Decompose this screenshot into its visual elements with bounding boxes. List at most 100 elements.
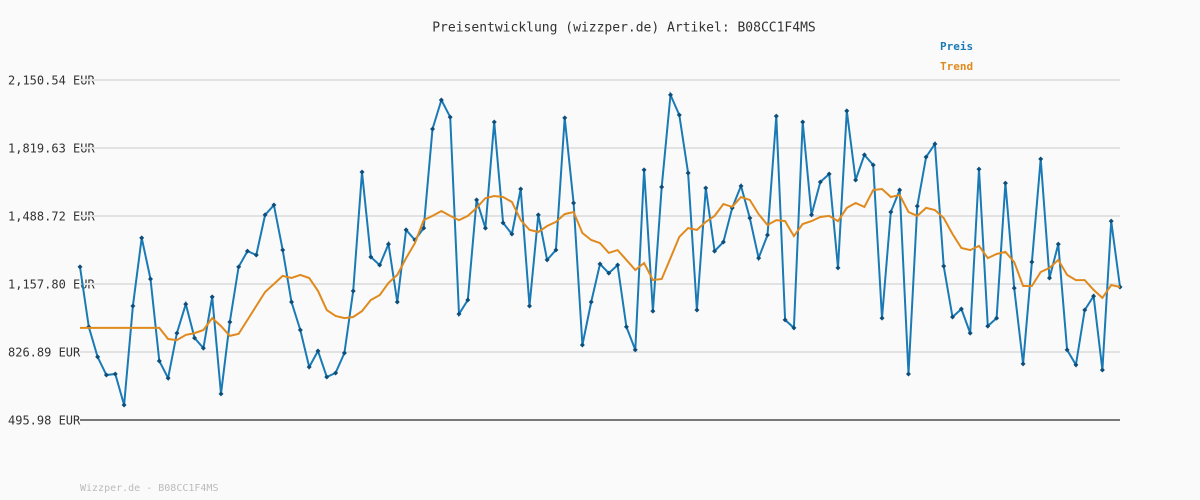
data-point: [474, 197, 480, 203]
data-point: [676, 112, 682, 118]
data-point: [1038, 156, 1044, 162]
data-point: [156, 358, 162, 364]
data-point: [324, 374, 330, 380]
footer: Wizzper.de - B08CC1F4MS: [80, 483, 218, 494]
data-point: [773, 113, 779, 119]
data-point: [844, 108, 850, 114]
data-point: [826, 171, 832, 177]
data-point: [835, 265, 841, 271]
data-point: [967, 330, 973, 336]
data-point: [694, 307, 700, 313]
data-point: [623, 324, 629, 330]
data-point: [289, 299, 295, 305]
series-line: [80, 187, 1121, 342]
data-point: [800, 119, 806, 125]
data-point: [897, 187, 903, 193]
data-point: [1073, 362, 1079, 368]
data-point: [1099, 367, 1105, 373]
data-point: [244, 248, 250, 254]
data-point: [1046, 275, 1052, 281]
data-point: [923, 154, 929, 160]
data-point: [262, 212, 268, 218]
data-point: [482, 225, 488, 231]
data-point: [121, 402, 127, 408]
data-point: [403, 227, 409, 233]
data-point: [1002, 180, 1008, 186]
data-point: [209, 294, 215, 300]
data-point: [95, 354, 101, 360]
data-point: [368, 254, 374, 260]
data-point: [976, 166, 982, 172]
data-point: [888, 209, 894, 215]
data-point: [183, 301, 189, 307]
data-point: [544, 257, 550, 263]
y-tick-label: 1,488.72 EUR: [8, 209, 95, 223]
y-tick-label: 2,150.54 EUR: [8, 74, 95, 88]
data-point: [438, 97, 444, 103]
data-point: [650, 308, 656, 314]
data-point: [853, 177, 859, 183]
data-point: [879, 315, 885, 321]
data-point: [764, 232, 770, 238]
data-point: [588, 299, 594, 305]
data-point: [227, 319, 233, 325]
data-point: [932, 141, 938, 147]
data-point: [553, 247, 559, 253]
data-point: [315, 348, 321, 354]
data-point: [950, 314, 956, 320]
data-point: [430, 126, 436, 132]
data-point: [333, 370, 339, 376]
data-point: [782, 317, 788, 323]
data-point: [192, 335, 198, 341]
data-point: [1091, 293, 1097, 299]
data-point: [985, 323, 991, 329]
data-point: [165, 375, 171, 381]
data-point: [809, 212, 815, 218]
data-point: [236, 264, 242, 270]
data-point: [791, 325, 797, 331]
data-point: [615, 262, 621, 268]
data-point: [306, 364, 312, 370]
data-point: [535, 212, 541, 218]
data-point: [1082, 307, 1088, 313]
data-point: [421, 225, 427, 231]
data-point: [579, 342, 585, 348]
y-tick-label: 826.89 EUR: [8, 346, 81, 360]
data-point: [456, 311, 462, 317]
data-point: [958, 306, 964, 312]
data-point: [941, 263, 947, 269]
data-point: [562, 115, 568, 121]
data-point: [350, 288, 356, 294]
data-point: [465, 297, 471, 303]
data-point: [253, 252, 259, 258]
data-point: [1108, 218, 1114, 224]
data-point: [685, 170, 691, 176]
data-point: [297, 327, 303, 333]
data-point: [148, 276, 154, 282]
data-point: [1055, 241, 1061, 247]
data-point: [385, 241, 391, 247]
data-point: [668, 92, 674, 98]
data-point: [712, 248, 718, 254]
data-point: [1011, 285, 1017, 291]
data-point: [341, 350, 347, 356]
data-point: [659, 184, 665, 190]
data-point: [914, 203, 920, 209]
data-point: [870, 162, 876, 168]
data-point: [1064, 347, 1070, 353]
data-point: [905, 371, 911, 377]
data-point: [632, 347, 638, 353]
data-point: [271, 202, 277, 208]
data-point: [200, 345, 206, 351]
data-point: [130, 303, 136, 309]
data-point: [103, 372, 109, 378]
data-point: [280, 247, 286, 253]
data-point: [597, 261, 603, 267]
data-point: [747, 215, 753, 221]
y-tick-label: 495.98 EUR: [8, 414, 81, 428]
y-tick-label: 1,819.63 EUR: [8, 141, 95, 155]
data-point: [994, 315, 1000, 321]
data-point: [738, 183, 744, 189]
